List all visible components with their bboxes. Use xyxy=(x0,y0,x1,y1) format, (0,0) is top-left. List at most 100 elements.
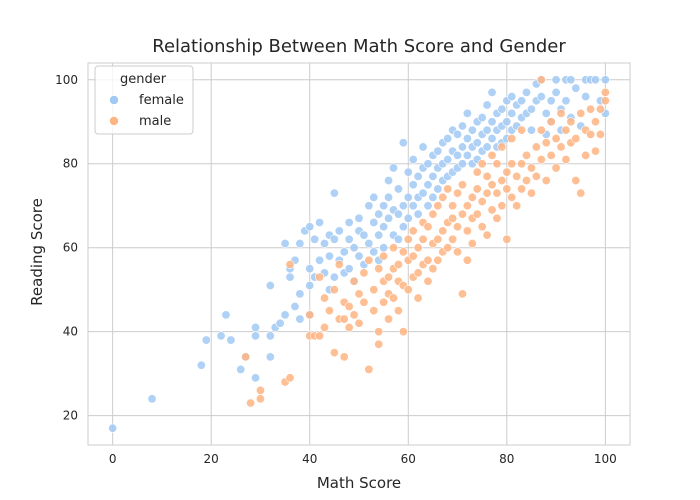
point-male xyxy=(526,188,536,198)
point-female xyxy=(329,272,339,282)
y-tick-label: 80 xyxy=(63,157,78,171)
point-female xyxy=(305,222,315,232)
point-female xyxy=(329,234,339,244)
point-female xyxy=(275,318,285,328)
point-male xyxy=(551,163,561,173)
point-male xyxy=(566,117,576,127)
point-male xyxy=(571,134,581,144)
point-male xyxy=(329,348,339,358)
point-male xyxy=(388,293,398,303)
point-male xyxy=(408,251,418,261)
point-female xyxy=(379,201,389,211)
point-male xyxy=(531,142,541,152)
point-male xyxy=(492,188,502,198)
point-male xyxy=(379,251,389,261)
point-male xyxy=(403,285,413,295)
point-female xyxy=(457,159,467,169)
y-tick-label: 60 xyxy=(63,241,78,255)
point-male xyxy=(507,134,517,144)
point-female xyxy=(462,134,472,144)
legend-label-male: male xyxy=(139,114,171,129)
point-female xyxy=(147,394,157,404)
point-male xyxy=(364,255,374,265)
x-tick-label: 100 xyxy=(594,452,617,466)
point-male xyxy=(384,272,394,282)
point-male xyxy=(595,104,605,114)
point-male xyxy=(536,155,546,165)
point-female xyxy=(334,226,344,236)
point-male xyxy=(536,75,546,85)
point-female xyxy=(566,75,576,85)
point-male xyxy=(384,314,394,324)
point-male xyxy=(546,150,556,160)
point-female xyxy=(344,218,354,228)
point-female xyxy=(418,142,428,152)
point-female xyxy=(388,163,398,173)
point-female xyxy=(497,104,507,114)
point-female xyxy=(408,180,418,190)
point-male xyxy=(517,159,527,169)
point-male xyxy=(517,184,527,194)
point-female xyxy=(384,192,394,202)
point-male xyxy=(329,285,339,295)
point-male xyxy=(591,117,601,127)
point-male xyxy=(576,108,586,118)
point-female xyxy=(379,243,389,253)
point-female xyxy=(462,108,472,118)
point-male xyxy=(487,150,497,160)
point-female xyxy=(526,125,536,135)
point-male xyxy=(374,327,384,337)
point-male xyxy=(398,247,408,257)
point-female xyxy=(408,201,418,211)
point-male xyxy=(393,259,403,269)
y-tick-label: 40 xyxy=(63,325,78,339)
x-tick-label: 20 xyxy=(204,452,219,466)
point-female xyxy=(477,113,487,123)
point-female xyxy=(251,373,261,383)
point-female xyxy=(349,243,359,253)
point-female xyxy=(403,192,413,202)
point-male xyxy=(522,176,532,186)
point-female xyxy=(398,201,408,211)
point-female xyxy=(339,247,349,257)
point-female xyxy=(393,209,403,219)
point-female xyxy=(457,121,467,131)
point-female xyxy=(320,239,330,249)
point-female xyxy=(403,167,413,177)
point-female xyxy=(418,188,428,198)
x-tick-label: 40 xyxy=(302,452,317,466)
plot-frame xyxy=(87,62,631,446)
point-female xyxy=(413,171,423,181)
point-female xyxy=(591,75,601,85)
point-male xyxy=(526,163,536,173)
point-female xyxy=(236,364,246,374)
point-male xyxy=(448,213,458,223)
point-male xyxy=(285,373,295,383)
point-male xyxy=(413,243,423,253)
point-female xyxy=(280,239,290,249)
point-female xyxy=(507,108,517,118)
point-female xyxy=(324,251,334,261)
point-female xyxy=(364,201,374,211)
point-male xyxy=(551,134,561,144)
point-male xyxy=(482,230,492,240)
point-male xyxy=(359,268,369,278)
point-female xyxy=(265,352,275,362)
point-female xyxy=(265,331,275,341)
point-male xyxy=(517,125,527,135)
point-male xyxy=(522,150,532,160)
point-female xyxy=(369,218,379,228)
point-female xyxy=(522,87,532,97)
point-male xyxy=(443,184,453,194)
point-female xyxy=(571,83,581,93)
point-male xyxy=(571,176,581,186)
y-tick-label: 100 xyxy=(55,73,78,87)
point-female xyxy=(384,176,394,186)
point-female xyxy=(393,184,403,194)
point-male xyxy=(433,234,443,244)
point-male xyxy=(423,276,433,286)
point-female xyxy=(216,331,226,341)
legend-marker-male xyxy=(109,116,119,126)
point-male xyxy=(541,176,551,186)
